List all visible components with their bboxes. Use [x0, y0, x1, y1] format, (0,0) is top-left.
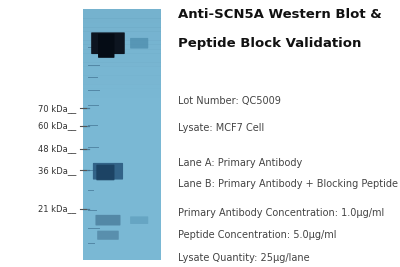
Text: Primary Antibody Concentration: 1.0µg/ml: Primary Antibody Concentration: 1.0µg/ml [178, 208, 384, 218]
Bar [83, 22, 161, 28]
Bar [83, 93, 161, 98]
Text: Peptide Concentration: 5.0µg/ml: Peptide Concentration: 5.0µg/ml [178, 230, 336, 240]
Bar [83, 40, 161, 45]
Bar [83, 75, 161, 80]
FancyBboxPatch shape [98, 34, 114, 58]
Bar [83, 18, 161, 23]
Bar [83, 9, 161, 14]
FancyBboxPatch shape [91, 32, 125, 54]
FancyBboxPatch shape [96, 165, 114, 180]
Text: Lane A: Primary Antibody: Lane A: Primary Antibody [178, 158, 302, 167]
Text: 21 kDa__: 21 kDa__ [38, 204, 76, 213]
FancyBboxPatch shape [130, 38, 148, 49]
Text: 70 kDa__: 70 kDa__ [38, 104, 76, 113]
Text: Lysate Quantity: 25µg/lane: Lysate Quantity: 25µg/lane [178, 253, 309, 262]
Bar [83, 9, 161, 260]
Text: Peptide Block Validation: Peptide Block Validation [178, 37, 361, 50]
Text: Anti-SCN5A Western Blot &: Anti-SCN5A Western Blot & [178, 8, 382, 21]
FancyBboxPatch shape [96, 215, 120, 226]
Bar [83, 66, 161, 72]
FancyBboxPatch shape [130, 216, 148, 224]
FancyBboxPatch shape [93, 163, 123, 179]
Bar [83, 31, 161, 36]
Bar [83, 27, 161, 32]
Bar [83, 80, 161, 85]
Bar [83, 62, 161, 67]
Bar [83, 84, 161, 89]
Bar [83, 88, 161, 93]
Bar [83, 14, 161, 19]
Text: 48 kDa__: 48 kDa__ [38, 144, 76, 153]
Bar [83, 53, 161, 58]
Text: Lane B: Primary Antibody + Blocking Peptide: Lane B: Primary Antibody + Blocking Pept… [178, 179, 398, 189]
Text: 36 kDa__: 36 kDa__ [38, 166, 76, 175]
Text: Lot Number: QC5009: Lot Number: QC5009 [178, 96, 280, 106]
Bar [83, 36, 161, 41]
Text: 60 kDa__: 60 kDa__ [38, 121, 76, 131]
Bar [83, 71, 161, 76]
Bar [83, 49, 161, 54]
Bar [83, 45, 161, 49]
Bar [83, 58, 161, 63]
FancyBboxPatch shape [97, 231, 119, 240]
Text: Lysate: MCF7 Cell: Lysate: MCF7 Cell [178, 123, 264, 133]
